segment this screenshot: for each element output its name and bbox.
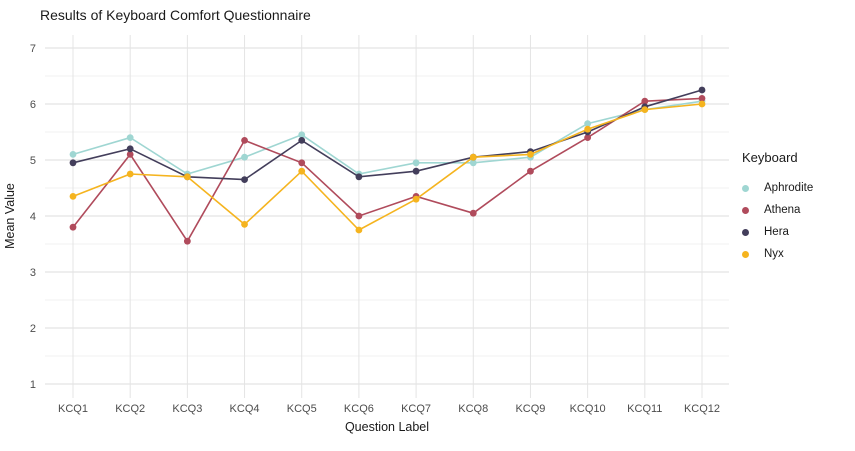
data-point-aphrodite-kcq1 xyxy=(69,151,77,158)
data-point-athena-kcq5 xyxy=(298,159,306,167)
series-line-aphrodite xyxy=(72,100,703,175)
y-tick-label: 1 xyxy=(30,379,36,391)
data-point-nyx-kcq11 xyxy=(641,106,649,113)
legend-title: Keyboard xyxy=(742,150,798,165)
legend: Keyboard Aphrodite Athena Hera Nyx xyxy=(740,150,852,265)
y-axis-title: Mean Value xyxy=(3,183,17,249)
data-point-aphrodite-kcq7 xyxy=(412,159,420,167)
data-point-aphrodite-kcq5 xyxy=(298,131,306,139)
y-tick-label: 7 xyxy=(30,43,36,55)
data-point-athena-kcq3 xyxy=(183,237,191,245)
data-point-nyx-kcq7 xyxy=(412,195,420,203)
legend-item-nyx: Nyx xyxy=(740,243,852,265)
data-point-hera-kcq6 xyxy=(355,173,363,181)
data-point-nyx-kcq10 xyxy=(584,125,592,133)
x-tick-label: KCQ6 xyxy=(344,403,374,415)
data-point-athena-kcq1 xyxy=(69,223,77,231)
x-tick-label: KCQ2 xyxy=(115,403,145,415)
series-line-nyx xyxy=(72,103,703,231)
x-tick-label: KCQ8 xyxy=(458,403,488,415)
legend-label-nyx: Nyx xyxy=(764,248,784,260)
data-point-nyx-kcq2 xyxy=(126,170,134,178)
legend-swatch-athena xyxy=(742,206,749,214)
data-point-nyx-kcq4 xyxy=(241,221,248,228)
data-point-athena-kcq4 xyxy=(241,137,248,144)
data-point-nyx-kcq1 xyxy=(69,193,77,200)
data-point-athena-kcq10 xyxy=(584,134,592,142)
x-axis-title: Question Label xyxy=(344,420,430,434)
legend-swatch-nyx xyxy=(742,250,749,258)
data-point-nyx-kcq5 xyxy=(298,167,306,175)
data-point-nyx-kcq6 xyxy=(355,226,363,234)
chart-title: Results of Keyboard Comfort Questionnair… xyxy=(40,7,311,23)
data-point-nyx-kcq9 xyxy=(527,151,534,158)
x-tick-label: KCQ7 xyxy=(401,403,431,415)
data-point-hera-kcq5 xyxy=(298,137,306,144)
data-point-hera-kcq4 xyxy=(241,176,248,184)
x-tick-label: KCQ12 xyxy=(684,403,720,415)
legend-swatch-hera xyxy=(742,228,749,236)
legend-swatch-aphrodite xyxy=(742,184,749,192)
data-point-athena-kcq6 xyxy=(355,212,363,220)
x-tick-label: KCQ10 xyxy=(570,403,606,415)
data-point-athena-kcq9 xyxy=(527,167,534,175)
y-tick-label: 3 xyxy=(30,267,36,279)
series-line-athena xyxy=(72,97,703,243)
data-point-athena-kcq12 xyxy=(698,95,706,102)
data-point-aphrodite-kcq2 xyxy=(126,134,134,142)
y-tick-label: 5 xyxy=(30,155,36,167)
data-point-nyx-kcq12 xyxy=(698,100,706,108)
data-point-nyx-kcq3 xyxy=(183,173,191,181)
data-point-nyx-kcq8 xyxy=(469,153,477,161)
legend-label-hera: Hera xyxy=(764,226,789,238)
data-point-aphrodite-kcq8 xyxy=(469,159,477,167)
y-tick-label: 4 xyxy=(30,211,36,223)
y-tick-label: 6 xyxy=(30,99,36,111)
x-tick-label: KCQ4 xyxy=(230,403,260,415)
series-line-hera xyxy=(72,89,703,181)
data-point-athena-kcq11 xyxy=(641,97,649,105)
legend-label-aphrodite: Aphrodite xyxy=(764,182,814,194)
legend-item-athena: Athena xyxy=(740,199,852,221)
x-tick-label: KCQ5 xyxy=(287,403,317,415)
legend-label-athena: Athena xyxy=(764,204,801,216)
data-point-athena-kcq8 xyxy=(469,209,477,217)
data-point-hera-kcq7 xyxy=(412,167,420,175)
x-tick-label: KCQ1 xyxy=(58,403,88,415)
data-point-hera-kcq1 xyxy=(69,159,77,167)
data-point-aphrodite-kcq10 xyxy=(584,120,592,127)
data-point-hera-kcq2 xyxy=(126,145,134,153)
legend-item-aphrodite: Aphrodite xyxy=(740,177,852,199)
data-point-hera-kcq12 xyxy=(698,86,706,94)
x-tick-label: KCQ3 xyxy=(172,403,202,415)
legend-item-hera: Hera xyxy=(740,221,852,243)
data-point-athena-kcq2 xyxy=(126,151,134,158)
y-tick-label: 2 xyxy=(30,323,36,335)
data-point-aphrodite-kcq4 xyxy=(241,153,248,161)
x-tick-label: KCQ9 xyxy=(515,403,545,415)
x-tick-label: KCQ11 xyxy=(627,403,662,415)
